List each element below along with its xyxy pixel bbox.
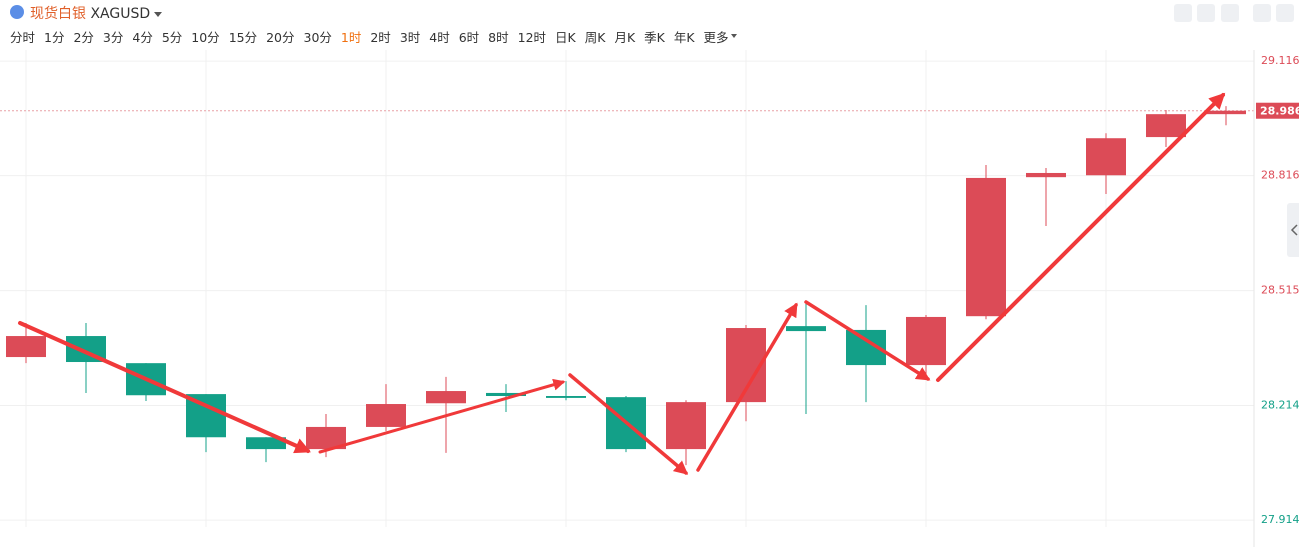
timeframe-option[interactable]: 4分 [132,30,153,45]
timeframe-option[interactable]: 年K [673,30,695,45]
collapse-tab[interactable] [1287,203,1299,257]
timeframe-option[interactable]: 30分 [303,30,332,45]
y-tick-label: 28.214 [1261,399,1299,412]
close-button[interactable] [1276,4,1294,22]
timeframe-option[interactable]: 更多 [703,30,729,45]
candle-body [486,392,526,397]
candle-body [1086,138,1126,176]
timeframe-option[interactable]: 15分 [228,30,258,45]
candle-body [6,336,46,358]
candles [6,106,1246,466]
timeframe-option[interactable]: 5分 [161,30,183,45]
timeframe-bar: 分时 1分 2分 3分 4分 5分 10分 15分 20分 30分 1时 2时 3时 4时 6时 8时 12时日… [10,27,737,45]
timeframe-option[interactable]: 8时 [488,30,509,45]
candle-body [546,396,586,398]
candle-body [1146,114,1186,138]
candle-body [1026,172,1066,178]
timeframe-option[interactable]: 月K [614,30,636,45]
symbol-logo [10,5,24,19]
tab-chevron [1290,224,1298,236]
grid [0,50,1254,527]
timeframe-option[interactable]: 2分 [73,30,94,45]
timeframe-option[interactable]: 3时 [399,30,421,45]
top-bar: 现货白银 XAGUSD [0,0,1299,24]
annotation-arrows [18,92,1226,475]
y-tick-label: 27.914 [1261,513,1299,526]
y-tick-label: 28.816 [1261,169,1299,182]
current-price-box [1256,102,1299,119]
candle-body [366,404,406,427]
timeframe-option[interactable]: 6时 [458,30,480,45]
arrow [936,92,1226,382]
arrow [18,321,311,454]
symbol-code: XAGUSD [90,6,151,22]
draw-button[interactable] [1197,4,1215,22]
candle-body [666,402,706,450]
y-axis: 29.116 28.816 28.515 28.214 27.914 28.986 [1256,54,1299,526]
arrow [804,300,931,381]
timeframe-option[interactable]: 2时 [370,30,391,45]
arrow [568,373,689,475]
chart: 29.116 28.816 28.515 28.214 27.914 28.986 [0,50,1299,547]
timeframe-option[interactable]: 10分 [191,30,220,45]
candle-body [906,316,946,366]
dropdown-caret [154,11,163,17]
timeframe-option[interactable]: 季K [644,30,665,45]
fullscreen-button[interactable] [1253,4,1271,22]
symbol-name: 现货白银 [30,6,86,22]
indicator-button[interactable] [1174,4,1192,22]
timeframe-option[interactable]: 周K [584,30,606,45]
candle-body [1206,110,1246,115]
timeframe-option[interactable]: 20分 [266,30,295,45]
timeframe-option[interactable]: 3分 [102,30,124,45]
candle-body [786,326,826,332]
timeframe-option[interactable]: 4时 [429,30,450,45]
timeframe-option[interactable]: 12时 [517,30,547,45]
timeframe-option[interactable]: 1时 [340,30,362,45]
timeframe-option[interactable]: 分时 [10,30,36,45]
more-caret [730,34,737,38]
candle-body [426,391,466,404]
candle-body [246,437,286,450]
y-tick-label: 29.116 [1261,54,1299,67]
current-price-label: 28.986 [1260,105,1299,118]
timeframe-option[interactable]: 日K [555,30,576,45]
arrow [696,302,798,472]
candle-body [966,177,1006,317]
timeframe-option[interactable]: 1分 [44,30,65,45]
symbol-selector[interactable]: 现货白银 XAGUSD [30,3,163,23]
arrow [318,378,566,454]
candle-body [306,426,346,450]
y-tick-label: 28.515 [1261,284,1299,297]
chart-type-button[interactable] [1221,4,1239,22]
